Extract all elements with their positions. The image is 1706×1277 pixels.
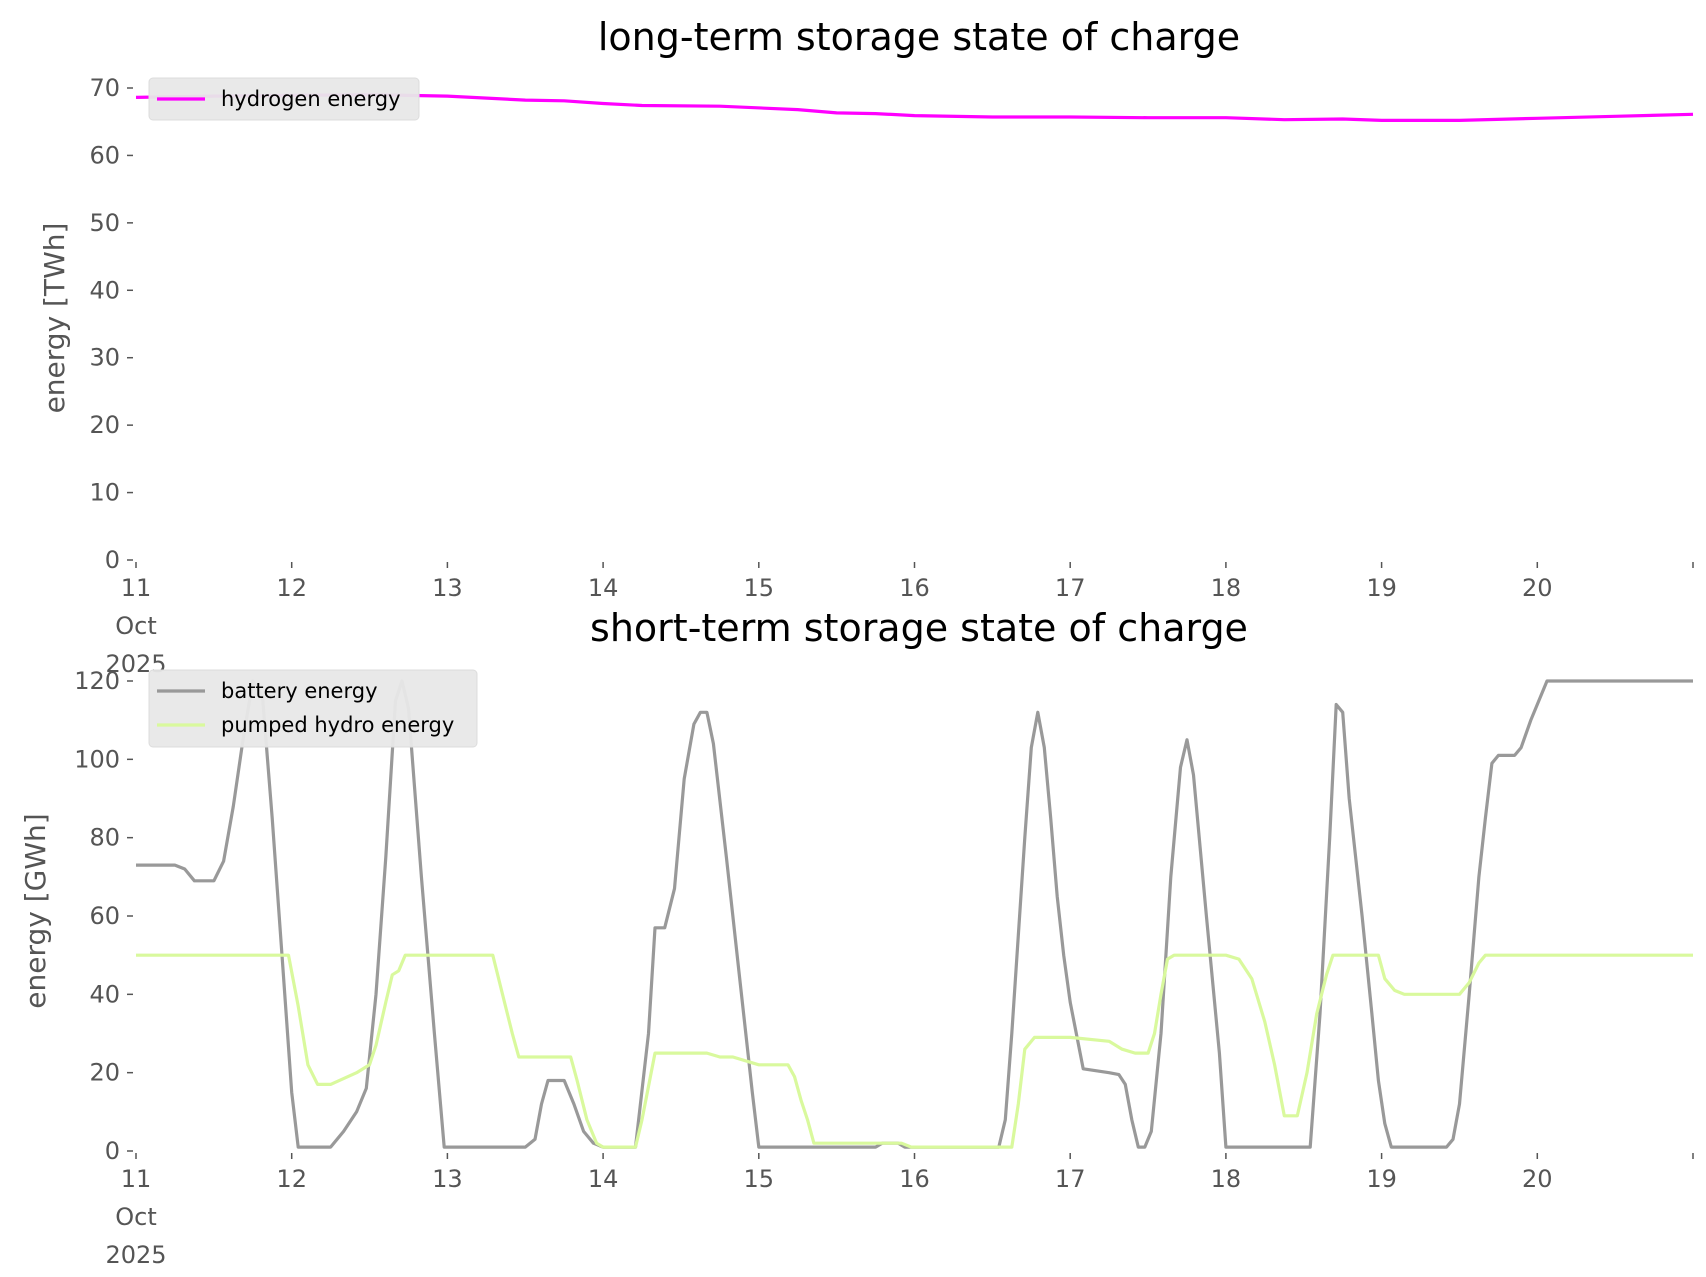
legend-label: battery energy [221, 679, 378, 703]
x-axis: 11 Oct 2025 12 13 14 15 16 17 18 19 20 [105, 1153, 1694, 1269]
y-tick-label: 70 [89, 74, 120, 102]
y-tick-label: 50 [89, 209, 120, 237]
x-tick-label: 14 [588, 1165, 619, 1193]
y-axis: 0 20 40 60 80 100 120 [74, 667, 133, 1165]
x-tick-label: 17 [1055, 1165, 1086, 1193]
x-tick-label: 15 [744, 574, 775, 602]
x-tick-label: 15 [744, 1165, 775, 1193]
x-tick-label: 19 [1366, 1165, 1397, 1193]
y-tick-label: 80 [89, 824, 120, 852]
legend: hydrogen energy [148, 77, 420, 121]
legend-box [148, 77, 420, 121]
x-tick-label: 13 [432, 1165, 463, 1193]
x-tick-label: 13 [432, 574, 463, 602]
x-tick-label: 20 [1522, 1165, 1553, 1193]
y-axis-label: energy [GWh] [19, 813, 52, 1008]
series-line-battery-energy [136, 679, 1693, 1149]
y-tick-label: 0 [105, 546, 120, 574]
y-tick-label: 60 [89, 141, 120, 169]
series-line-hydrogen-energy [135, 93, 1694, 122]
y-tick-label: 40 [89, 980, 120, 1008]
y-axis: 0 10 20 30 40 50 60 70 [89, 74, 133, 574]
y-tick-label: 20 [89, 411, 120, 439]
legend-label: hydrogen energy [221, 87, 401, 111]
y-tick-label: 40 [89, 276, 120, 304]
x-tick-label: 20 [1522, 574, 1553, 602]
y-tick-label: 60 [89, 902, 120, 930]
chart-short-term: short-term storage state of charge energ… [19, 606, 1694, 1269]
x-tick-label: 17 [1055, 574, 1086, 602]
y-tick-label: 10 [89, 479, 120, 507]
chart-title: short-term storage state of charge [590, 606, 1248, 650]
y-tick-label: 120 [74, 667, 120, 695]
chart-long-term: long-term storage state of charge energy… [38, 15, 1694, 678]
legend-label: pumped hydro energy [221, 713, 454, 737]
x-tick-label: 18 [1211, 1165, 1242, 1193]
x-tick-label: 12 [276, 574, 307, 602]
legend-box [148, 669, 478, 748]
plot-area [135, 93, 1694, 122]
x-tick-label: 16 [899, 574, 930, 602]
x-tick-label: 12 [276, 1165, 307, 1193]
y-tick-label: 100 [74, 745, 120, 773]
series-line-pumped-hydro-energy [136, 953, 1693, 1149]
y-tick-label: 0 [105, 1137, 120, 1165]
x-tick-label: 14 [588, 574, 619, 602]
x-tick-label: 18 [1211, 574, 1242, 602]
x-axis: 11 Oct 2025 12 13 14 15 16 17 18 19 20 [105, 562, 1694, 678]
y-axis-label: energy [TWh] [38, 223, 71, 414]
x-tick-label: 11 Oct 2025 [105, 1165, 166, 1269]
x-tick-label: 11 Oct 2025 [105, 574, 166, 678]
plot-area [136, 679, 1693, 1149]
y-tick-label: 20 [89, 1059, 120, 1087]
y-tick-label: 30 [89, 344, 120, 372]
legend: battery energy pumped hydro energy [148, 669, 478, 748]
x-tick-label: 19 [1366, 574, 1397, 602]
x-tick-label: 16 [899, 1165, 930, 1193]
chart-title: long-term storage state of charge [598, 15, 1240, 59]
